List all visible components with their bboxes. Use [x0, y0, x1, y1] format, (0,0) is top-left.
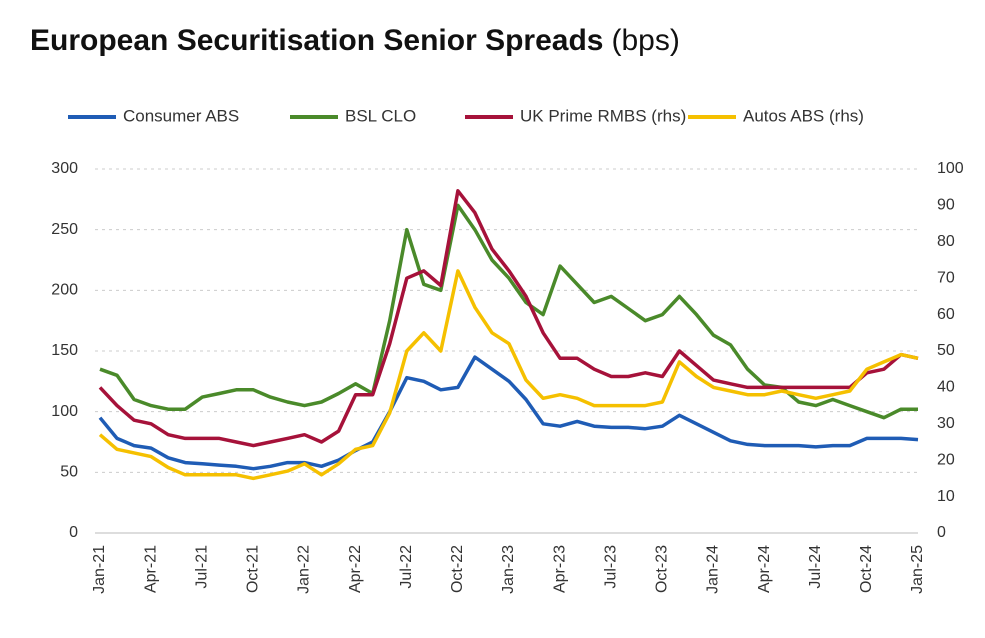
x-tick-label: Apr-21	[142, 545, 159, 593]
y-tick-label: 300	[51, 160, 78, 177]
x-tick-label: Jul-23	[602, 545, 619, 589]
y2-tick-label: 60	[937, 306, 955, 323]
x-tick-label: Jan-21	[91, 545, 108, 594]
x-tick-label: Jan-25	[909, 545, 926, 594]
title-main: European Securitisation Senior Spreads	[30, 24, 604, 57]
x-tick-label: Jan-24	[705, 545, 722, 594]
y2-tick-label: 100	[937, 160, 964, 177]
x-tick-label: Jan-23	[500, 545, 517, 594]
y2-tick-label: 80	[937, 233, 955, 250]
y-tick-label: 50	[60, 464, 78, 481]
x-tick-label: Jul-22	[398, 545, 415, 589]
series-line	[98, 269, 919, 481]
y2-tick-label: 10	[937, 488, 955, 505]
series-line	[98, 189, 919, 448]
legend-label: UK Prime RMBS (rhs)	[520, 106, 686, 125]
y-tick-label: 250	[51, 221, 78, 238]
x-tick-label: Apr-22	[347, 545, 364, 593]
title-suffix: (bps)	[612, 24, 680, 57]
y2-tick-label: 20	[937, 451, 955, 468]
x-tick-label: Oct-23	[654, 545, 671, 593]
y2-tick-label: 50	[937, 342, 955, 359]
x-tick-label: Jul-21	[193, 545, 210, 589]
y-tick-label: 0	[69, 524, 78, 541]
y2-tick-label: 0	[937, 524, 946, 541]
x-tick-label: Oct-24	[858, 545, 875, 593]
y-tick-label: 100	[51, 403, 78, 420]
y2-tick-label: 30	[937, 415, 955, 432]
y2-tick-label: 70	[937, 269, 955, 286]
legend-label: BSL CLO	[345, 106, 416, 125]
x-tick-label: Jan-22	[296, 545, 313, 594]
chart-title: European Securitisation Senior Spreads (b…	[30, 24, 680, 57]
x-tick-label: Oct-21	[245, 545, 262, 593]
y-tick-label: 150	[51, 342, 78, 359]
y2-tick-label: 40	[937, 379, 955, 396]
x-tick-label: Apr-24	[756, 545, 773, 593]
x-tick-label: Apr-23	[551, 545, 568, 593]
legend-label: Autos ABS (rhs)	[743, 106, 864, 125]
y-tick-label: 200	[51, 282, 78, 299]
y2-tick-label: 90	[937, 197, 955, 214]
series-line	[98, 355, 919, 471]
x-tick-label: Oct-22	[449, 545, 466, 593]
x-tick-label: Jul-24	[807, 545, 824, 589]
legend-label: Consumer ABS	[123, 106, 239, 125]
